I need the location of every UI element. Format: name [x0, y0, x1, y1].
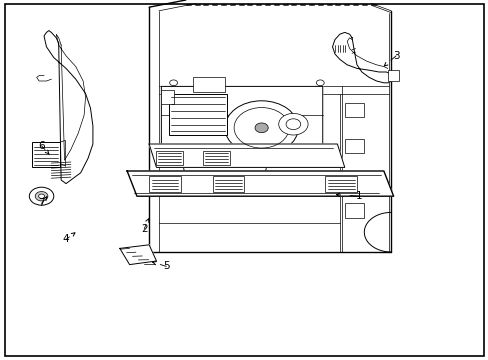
Polygon shape — [149, 144, 344, 167]
Bar — [212, 176, 244, 192]
Polygon shape — [127, 171, 393, 196]
Circle shape — [285, 119, 300, 130]
Text: 1: 1 — [355, 191, 362, 201]
Bar — [149, 176, 181, 192]
Polygon shape — [332, 32, 393, 83]
Circle shape — [224, 101, 298, 155]
Circle shape — [39, 194, 44, 198]
Bar — [325, 176, 356, 192]
Text: 6: 6 — [38, 141, 45, 151]
Text: 4: 4 — [62, 234, 69, 244]
Polygon shape — [120, 245, 156, 265]
Bar — [32, 142, 60, 167]
Bar — [161, 146, 173, 158]
Circle shape — [172, 157, 180, 163]
Circle shape — [316, 80, 324, 86]
Bar — [344, 139, 364, 153]
Circle shape — [35, 192, 48, 201]
Bar — [156, 151, 183, 165]
Polygon shape — [183, 166, 266, 190]
Circle shape — [278, 113, 307, 135]
Bar — [203, 151, 229, 165]
Bar — [344, 203, 364, 218]
Polygon shape — [161, 86, 332, 166]
Circle shape — [29, 187, 54, 205]
Bar — [344, 175, 364, 189]
Text: 7: 7 — [38, 198, 45, 208]
Bar — [168, 94, 227, 135]
Bar — [161, 90, 173, 104]
Bar — [387, 70, 398, 81]
Text: 3: 3 — [392, 51, 399, 61]
Text: 5: 5 — [163, 261, 169, 271]
Polygon shape — [44, 31, 93, 184]
Bar — [344, 103, 364, 117]
Bar — [193, 77, 224, 92]
Circle shape — [169, 80, 177, 86]
Text: 2: 2 — [141, 224, 147, 234]
Circle shape — [255, 123, 268, 133]
